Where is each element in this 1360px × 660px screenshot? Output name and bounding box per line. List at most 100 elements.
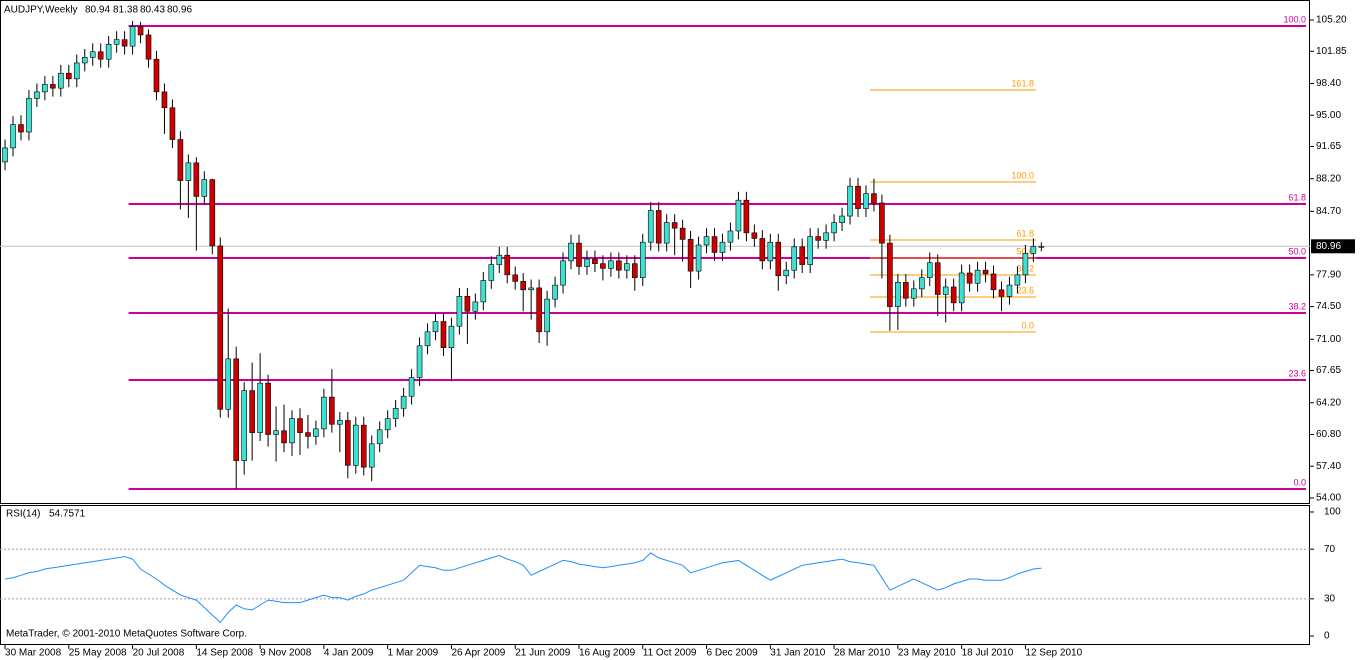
candle-body	[89, 51, 96, 58]
candle-body	[879, 202, 885, 244]
candle-body	[966, 272, 973, 284]
candle-body	[911, 288, 917, 299]
candle-body	[560, 260, 566, 286]
candle-body	[50, 84, 56, 89]
candle-body	[775, 241, 782, 277]
candle-body	[225, 358, 232, 410]
candle-body	[1038, 245, 1045, 248]
y-tick-label: 84.70	[1316, 206, 1341, 217]
candle-body	[647, 210, 654, 243]
candle-body	[376, 429, 383, 445]
candle-body	[456, 296, 463, 327]
candle-body	[480, 280, 487, 303]
fib-label: 23.6	[1016, 285, 1034, 295]
fib-label: 38.2	[1288, 301, 1306, 311]
candle-body	[161, 91, 168, 109]
fib-label: 50.0	[1288, 246, 1306, 256]
footer: MetaTrader, © 2001-2010 MetaQuotes Softw…	[6, 629, 247, 640]
last-price-label: 80.96	[1316, 241, 1341, 252]
candle-body	[472, 301, 479, 312]
y-tick-label: 77.90	[1316, 269, 1341, 280]
x-tick-label: 16 Aug 2009	[579, 648, 636, 659]
candle-body	[831, 222, 837, 234]
candle-body	[408, 377, 415, 397]
ohlc-open: 80.94	[85, 5, 110, 16]
rsi-line	[4, 552, 1042, 624]
candle-body	[639, 241, 646, 278]
candle-body	[297, 418, 303, 433]
candle-body	[958, 272, 965, 304]
candle-body	[329, 396, 335, 425]
candle-body	[520, 281, 526, 291]
candle-body	[448, 325, 455, 348]
fib-label: 100.0	[1011, 170, 1034, 180]
candle-body	[727, 230, 734, 243]
candle-body	[671, 222, 678, 229]
candle-body	[273, 430, 279, 435]
fib-label: 161.8	[1011, 78, 1034, 88]
candle-body	[113, 39, 120, 45]
candle-body	[217, 245, 224, 410]
candle-body	[791, 246, 798, 271]
fib-label: 61.8	[1016, 228, 1034, 238]
candle-body	[679, 227, 686, 240]
x-tick-label: 18 Jul 2010	[962, 648, 1014, 659]
x-tick-label: 28 Mar 2010	[834, 648, 891, 659]
rsi-value: 54.7571	[49, 509, 86, 520]
candle-body	[663, 222, 670, 244]
y-tick-label: 60.80	[1316, 429, 1341, 440]
candle-body	[432, 321, 439, 333]
y-tick-label: 101.85	[1316, 46, 1347, 57]
candle-body	[416, 345, 423, 378]
x-tick-label: 25 May 2008	[69, 648, 127, 659]
candle-body	[528, 287, 534, 291]
candle-body	[536, 287, 542, 333]
y-tick-label: 67.65	[1316, 365, 1341, 376]
candle-body	[743, 199, 750, 234]
candle-body	[735, 199, 742, 232]
rsi-title: RSI(14)	[6, 509, 40, 520]
ohlc-close: 80.96	[167, 5, 192, 16]
fib-label: 100.0	[1283, 14, 1306, 24]
fib-label: 0.0	[1021, 320, 1034, 330]
candle-body	[321, 396, 327, 430]
candle-body	[58, 72, 64, 89]
candle-body	[631, 263, 638, 278]
candle-body	[703, 236, 710, 246]
x-tick-label: 31 Jan 2010	[770, 648, 825, 659]
candle-body	[241, 390, 247, 461]
candle-body	[105, 43, 112, 60]
candle-body	[807, 236, 813, 265]
candle-body	[1030, 246, 1037, 254]
candle-body	[65, 72, 72, 80]
candle-body	[145, 34, 152, 60]
candle-body	[767, 241, 774, 262]
candle-body	[600, 263, 606, 269]
main-panel	[0, 0, 1310, 504]
fib-label: 23.6	[1288, 368, 1306, 378]
candle-body	[990, 273, 997, 291]
candle-body	[998, 289, 1005, 297]
candle-body	[855, 185, 861, 209]
candle-body	[887, 242, 893, 307]
candle-body	[193, 162, 200, 197]
candle-body	[121, 39, 128, 47]
last-price-box	[1311, 239, 1355, 254]
y-tick-label: 100	[1324, 507, 1341, 518]
x-tick-label: 23 May 2010	[898, 648, 956, 659]
y-tick-label: 95.00	[1316, 110, 1341, 121]
candle-body	[815, 236, 821, 241]
candle-body	[496, 254, 503, 265]
candle-body	[512, 274, 519, 282]
candle-body	[823, 232, 829, 241]
candle-body	[719, 241, 726, 253]
candle-body	[863, 193, 869, 209]
candle-body	[97, 51, 104, 60]
candle-body	[337, 420, 343, 425]
y-tick-label: 71.00	[1316, 334, 1341, 345]
y-tick-label: 57.40	[1316, 461, 1341, 472]
y-tick-label: 70	[1324, 544, 1336, 555]
candle-body	[129, 26, 136, 47]
candle-body	[153, 58, 160, 93]
